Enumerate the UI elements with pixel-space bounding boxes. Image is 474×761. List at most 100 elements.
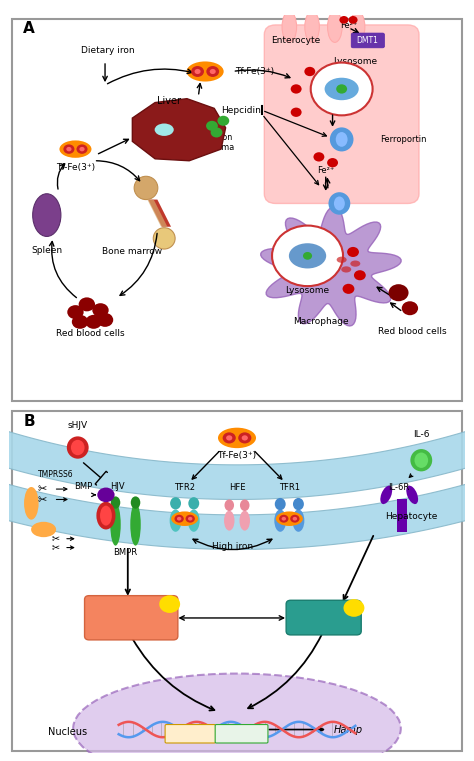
Polygon shape — [261, 207, 401, 326]
Circle shape — [389, 284, 409, 301]
Ellipse shape — [275, 498, 286, 510]
Circle shape — [290, 514, 300, 523]
Ellipse shape — [336, 132, 347, 147]
Polygon shape — [0, 5, 474, 549]
FancyBboxPatch shape — [286, 600, 361, 635]
Ellipse shape — [188, 497, 199, 509]
Ellipse shape — [239, 511, 250, 530]
Ellipse shape — [24, 487, 38, 520]
Ellipse shape — [289, 244, 326, 269]
Circle shape — [79, 298, 95, 311]
Ellipse shape — [224, 511, 235, 530]
Text: Fe²⁺: Fe²⁺ — [340, 21, 357, 30]
Text: ✂: ✂ — [52, 533, 60, 543]
Ellipse shape — [100, 505, 112, 526]
Ellipse shape — [130, 503, 141, 546]
Ellipse shape — [188, 509, 200, 532]
Text: B: B — [23, 414, 35, 429]
Circle shape — [194, 69, 201, 74]
Circle shape — [223, 432, 236, 444]
FancyBboxPatch shape — [84, 596, 178, 640]
Circle shape — [279, 514, 289, 523]
Circle shape — [185, 514, 195, 523]
Ellipse shape — [274, 509, 286, 532]
Ellipse shape — [337, 256, 346, 263]
Ellipse shape — [414, 453, 428, 468]
Ellipse shape — [334, 196, 345, 211]
Ellipse shape — [292, 509, 304, 532]
Text: Hamp: Hamp — [334, 724, 363, 734]
Ellipse shape — [111, 496, 120, 508]
Text: Enterocyte: Enterocyte — [272, 36, 321, 45]
Circle shape — [191, 66, 204, 77]
Circle shape — [327, 158, 338, 167]
Text: Lysosome: Lysosome — [285, 286, 329, 295]
Text: Furin: Furin — [34, 525, 53, 534]
Circle shape — [238, 432, 251, 444]
Ellipse shape — [305, 11, 319, 43]
Text: ✂: ✂ — [37, 495, 47, 505]
Ellipse shape — [59, 141, 91, 158]
Circle shape — [226, 435, 232, 441]
Ellipse shape — [131, 496, 140, 508]
Ellipse shape — [240, 499, 249, 511]
Circle shape — [76, 145, 88, 154]
Text: Fe²⁺: Fe²⁺ — [317, 166, 335, 175]
FancyBboxPatch shape — [165, 724, 216, 743]
Circle shape — [291, 84, 301, 94]
Circle shape — [272, 225, 343, 286]
Circle shape — [79, 147, 85, 151]
Circle shape — [311, 62, 373, 116]
FancyBboxPatch shape — [264, 25, 419, 203]
Ellipse shape — [328, 193, 350, 215]
Ellipse shape — [170, 509, 182, 532]
Ellipse shape — [110, 503, 121, 546]
Circle shape — [242, 435, 248, 441]
Circle shape — [97, 488, 115, 502]
FancyBboxPatch shape — [351, 33, 384, 48]
Circle shape — [206, 121, 218, 131]
Circle shape — [303, 252, 312, 260]
Text: Tf-Fe(3⁺): Tf-Fe(3⁺) — [235, 67, 274, 76]
Text: Nucleus: Nucleus — [48, 728, 87, 737]
Bar — [397, 499, 407, 532]
Text: Macrophage: Macrophage — [293, 317, 349, 326]
Circle shape — [218, 116, 229, 126]
Text: HFE: HFE — [229, 483, 245, 492]
Text: Tf-Fe(3⁺): Tf-Fe(3⁺) — [218, 451, 256, 460]
Ellipse shape — [33, 194, 61, 237]
Circle shape — [402, 301, 418, 315]
Ellipse shape — [350, 260, 360, 266]
Circle shape — [177, 517, 182, 521]
Circle shape — [66, 147, 72, 151]
Ellipse shape — [153, 228, 175, 249]
Polygon shape — [148, 199, 171, 227]
Circle shape — [343, 284, 355, 294]
Text: IL-6R: IL-6R — [388, 482, 409, 492]
Text: A: A — [23, 21, 35, 37]
Text: ✂: ✂ — [37, 485, 47, 495]
Text: Bone marrow: Bone marrow — [102, 247, 163, 256]
Ellipse shape — [218, 428, 256, 448]
Ellipse shape — [225, 499, 234, 511]
Ellipse shape — [276, 511, 303, 526]
Text: TFR2: TFR2 — [174, 483, 195, 492]
Text: HJV: HJV — [110, 482, 125, 491]
Text: P: P — [351, 603, 357, 613]
Text: Spleen: Spleen — [31, 246, 63, 254]
Ellipse shape — [350, 11, 365, 43]
Text: SMAD4: SMAD4 — [113, 622, 149, 632]
Circle shape — [67, 305, 83, 319]
Text: Red blood cells: Red blood cells — [56, 329, 125, 338]
Circle shape — [159, 595, 180, 613]
Text: High iron: High iron — [212, 542, 253, 551]
Polygon shape — [132, 99, 226, 161]
Ellipse shape — [410, 449, 432, 471]
Circle shape — [210, 127, 222, 138]
Text: STAT3: STAT3 — [307, 613, 340, 622]
Circle shape — [348, 16, 357, 24]
Circle shape — [282, 517, 286, 521]
Text: Hepcidin: Hepcidin — [222, 106, 262, 115]
Text: Ferroportin: Ferroportin — [380, 135, 427, 144]
Ellipse shape — [282, 11, 297, 43]
